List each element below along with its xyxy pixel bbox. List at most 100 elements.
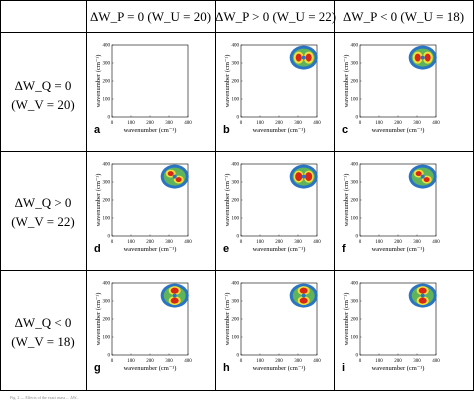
mode-pattern bbox=[289, 164, 318, 189]
x-tick-label: 100 bbox=[375, 359, 383, 364]
x-axis-label: wavenumber (cm⁻¹) bbox=[372, 127, 425, 134]
y-tick-label: 300 bbox=[351, 181, 359, 186]
x-tick-label: 0 bbox=[111, 121, 114, 126]
y-tick-label: 400 bbox=[103, 282, 111, 287]
y-tick-label: 300 bbox=[232, 181, 240, 186]
y-tick-label: 400 bbox=[232, 282, 240, 287]
pattern-red-lobe bbox=[295, 172, 303, 182]
pattern-center-dot bbox=[301, 55, 306, 60]
x-tick-label: 400 bbox=[313, 240, 321, 245]
x-tick-label: 200 bbox=[146, 359, 154, 364]
x-tick-label: 200 bbox=[394, 121, 402, 126]
x-tick-label: 300 bbox=[413, 359, 421, 364]
pattern-center-dot bbox=[172, 174, 177, 179]
column-header: ΔW_P > 0 (W_U = 22) bbox=[215, 9, 337, 24]
y-axis-label: wavenumber (cm⁻¹) bbox=[343, 293, 350, 346]
pattern-red-lobe bbox=[415, 171, 422, 177]
x-tick-label: 400 bbox=[313, 359, 321, 364]
x-tick-label: 0 bbox=[240, 240, 243, 245]
y-tick-label: 100 bbox=[103, 336, 111, 341]
pattern-red-lobe bbox=[167, 171, 174, 177]
y-tick-label: 200 bbox=[351, 80, 359, 85]
y-tick-label: 100 bbox=[351, 98, 359, 103]
column-header: ΔW_P < 0 (W_U = 18) bbox=[342, 9, 465, 24]
x-tick-label: 400 bbox=[432, 359, 440, 364]
plot-svg: 0 100 200 300 400 0 100 200 300 400 wavenumber (cm… bbox=[94, 44, 192, 136]
y-tick-label: 400 bbox=[232, 44, 240, 49]
y-tick-label: 200 bbox=[232, 318, 240, 323]
x-tick-label: 400 bbox=[184, 121, 192, 126]
row-header: ΔW_Q > 0 (W_V = 22) bbox=[0, 193, 86, 231]
plot-panel-c: 0 100 200 300 400 0 100 200 300 400 wavenumber (cm… bbox=[340, 37, 468, 147]
pattern-red-lobe bbox=[170, 287, 179, 294]
pattern-center-dot bbox=[420, 293, 425, 298]
x-tick-label: 200 bbox=[146, 121, 154, 126]
x-tick-label: 200 bbox=[275, 359, 283, 364]
pattern-red-lobe bbox=[418, 287, 427, 294]
x-tick-label: 200 bbox=[275, 240, 283, 245]
plot-svg: 0 100 200 300 400 0 100 200 300 400 wavenumber (cm… bbox=[223, 163, 321, 255]
x-tick-label: 400 bbox=[184, 359, 192, 364]
mode-pattern bbox=[408, 45, 437, 70]
pattern-center-dot bbox=[172, 293, 177, 298]
row-header-line1: ΔW_Q > 0 bbox=[14, 195, 72, 210]
x-tick-label: 100 bbox=[256, 240, 264, 245]
grid-line bbox=[0, 390, 474, 391]
y-tick-label: 300 bbox=[351, 62, 359, 67]
y-tick-label: 200 bbox=[103, 199, 111, 204]
x-tick-label: 0 bbox=[359, 121, 362, 126]
y-tick-label: 200 bbox=[103, 80, 111, 85]
x-tick-label: 300 bbox=[413, 240, 421, 245]
plot-axes-box bbox=[111, 44, 189, 118]
row-header-line1: ΔW_Q < 0 bbox=[14, 315, 72, 330]
x-tick-label: 400 bbox=[313, 121, 321, 126]
panel-letter: b bbox=[223, 124, 230, 136]
plot-panel-d: 0 100 200 300 400 0 100 200 300 400 wavenumber (cm… bbox=[92, 156, 220, 266]
x-axis-label: wavenumber (cm⁻¹) bbox=[253, 246, 306, 253]
plot-panel-a: 0 100 200 300 400 0 100 200 300 400 wavenumber (cm… bbox=[92, 37, 220, 147]
figure-caption: Fig. 2 — Effects of the exact mass ... Δ… bbox=[10, 395, 80, 400]
y-tick-label: 0 bbox=[108, 354, 111, 359]
y-tick-label: 0 bbox=[356, 235, 359, 240]
y-tick-label: 200 bbox=[351, 199, 359, 204]
y-axis-label: wavenumber (cm⁻¹) bbox=[343, 174, 350, 227]
panel-letter: c bbox=[342, 124, 348, 136]
pattern-red-lobe bbox=[299, 297, 308, 304]
panel-letter: d bbox=[94, 243, 101, 255]
x-tick-label: 300 bbox=[165, 359, 173, 364]
panel-letter: f bbox=[342, 243, 346, 255]
y-tick-label: 300 bbox=[103, 181, 111, 186]
plot-panel-i: 0 100 200 300 400 0 100 200 300 400 wavenumber (cm… bbox=[340, 275, 468, 385]
plot-svg: 0 100 200 300 400 0 100 200 300 400 wavenumber (cm… bbox=[223, 44, 321, 136]
plot-svg: 0 100 200 300 400 0 100 200 300 400 wavenumber (cm… bbox=[94, 282, 192, 374]
y-tick-label: 400 bbox=[351, 44, 359, 49]
mode-pattern bbox=[160, 283, 189, 308]
plot-svg: 0 100 200 300 400 0 100 200 300 400 wavenumber (cm… bbox=[342, 282, 440, 374]
grid-line bbox=[0, 0, 1, 391]
x-axis-label: wavenumber (cm⁻¹) bbox=[124, 246, 177, 253]
x-tick-label: 100 bbox=[256, 359, 264, 364]
plot-panel-h: 0 100 200 300 400 0 100 200 300 400 wavenumber (cm… bbox=[221, 275, 349, 385]
y-tick-label: 400 bbox=[351, 163, 359, 168]
x-tick-label: 300 bbox=[165, 121, 173, 126]
x-tick-label: 400 bbox=[432, 240, 440, 245]
panel-letter: e bbox=[223, 243, 229, 255]
x-axis-label: wavenumber (cm⁻¹) bbox=[372, 246, 425, 253]
y-axis-label: wavenumber (cm⁻¹) bbox=[95, 293, 102, 346]
mode-pattern bbox=[160, 164, 189, 189]
x-tick-label: 0 bbox=[359, 240, 362, 245]
pattern-center-dot bbox=[301, 174, 306, 179]
y-tick-label: 300 bbox=[232, 300, 240, 305]
y-tick-label: 200 bbox=[351, 318, 359, 323]
row-header: ΔW_Q = 0 (W_V = 20) bbox=[0, 76, 86, 114]
plot-panel-e: 0 100 200 300 400 0 100 200 300 400 wavenumber (cm… bbox=[221, 156, 349, 266]
x-tick-label: 100 bbox=[127, 240, 135, 245]
grid-line bbox=[0, 0, 474, 1]
x-tick-label: 300 bbox=[294, 121, 302, 126]
grid-line bbox=[0, 151, 474, 152]
pattern-center-dot bbox=[301, 293, 306, 298]
x-tick-label: 0 bbox=[111, 240, 114, 245]
y-tick-label: 200 bbox=[232, 199, 240, 204]
plot-svg: 0 100 200 300 400 0 100 200 300 400 wavenumber (cm… bbox=[94, 163, 192, 255]
y-tick-label: 100 bbox=[103, 217, 111, 222]
